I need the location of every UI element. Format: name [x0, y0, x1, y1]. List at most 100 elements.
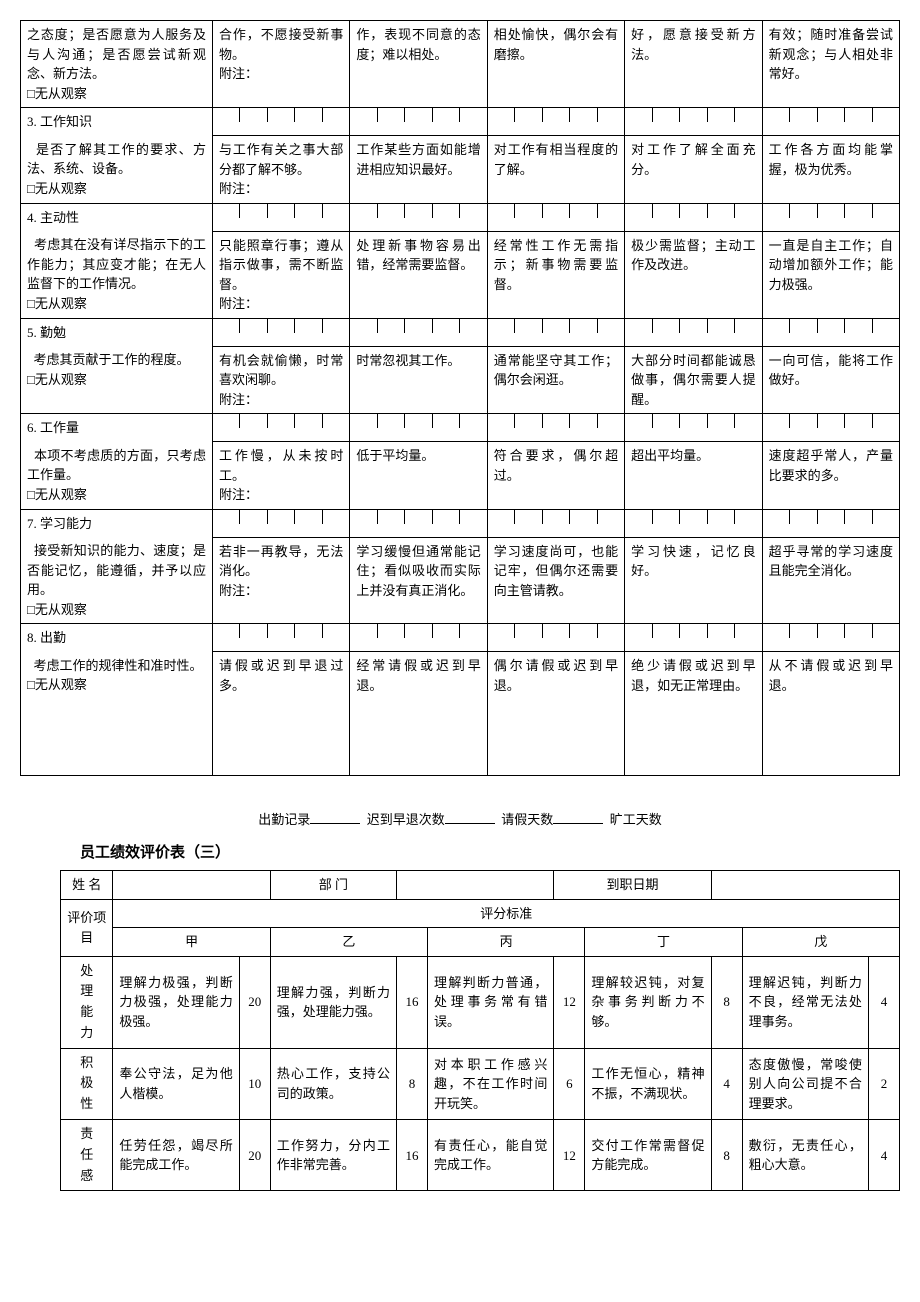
criterion-desc: 考虑其贡献于工作的程度。 □无从观察 [21, 346, 213, 414]
criterion-desc: 之态度；是否愿意为人服务及与人沟通；是否愿尝试新观念、新方法。 □无从观察 [21, 21, 213, 108]
date-value[interactable] [711, 871, 899, 900]
rating-boxes[interactable] [212, 318, 349, 346]
rating-boxes[interactable] [762, 318, 899, 346]
rating-boxes[interactable] [487, 318, 624, 346]
rating-boxes[interactable] [487, 509, 624, 537]
grade-desc: 任劳任怨，竭尽所能完成工作。 [113, 1120, 239, 1191]
rating-boxes[interactable] [487, 414, 624, 442]
criterion-number: 3. 工作知识 [21, 108, 213, 136]
rating-option: 相处愉快，偶尔会有磨擦。 [487, 21, 624, 108]
rating-option: 请假或迟到早退过多。 [212, 652, 349, 776]
rating-option: 有机会就偷懒，时常喜欢闲聊。 附注： [212, 346, 349, 414]
grade-header: 戊 [742, 928, 899, 957]
rating-boxes[interactable] [625, 624, 762, 652]
grade-desc: 工作努力，分内工作非常完善。 [270, 1120, 396, 1191]
rating-option: 经常请假或迟到早退。 [350, 652, 487, 776]
rating-boxes[interactable] [487, 203, 624, 231]
criterion-label: 处理能力 [61, 956, 113, 1048]
grade-score: 12 [554, 1120, 585, 1191]
grade-score: 4 [868, 956, 899, 1048]
rating-boxes[interactable] [487, 108, 624, 136]
rating-boxes[interactable] [212, 203, 349, 231]
criterion-number: 4. 主动性 [21, 203, 213, 231]
rating-option: 绝少请假或迟到早退，如无正常理由。 [625, 652, 762, 776]
date-label: 到职日期 [554, 871, 711, 900]
grade-header: 丁 [585, 928, 742, 957]
attendance-f2: 请假天数 [501, 812, 553, 827]
attendance-record: 出勤记录 迟到早退次数 请假天数 旷工天数 [20, 806, 900, 834]
rating-option: 通常能坚守其工作；偶尔会闲逛。 [487, 346, 624, 414]
grade-score: 4 [868, 1120, 899, 1191]
rating-option: 符合要求，偶尔超过。 [487, 442, 624, 510]
rating-option: 处理新事物容易出错，经常需要监督。 [350, 231, 487, 318]
rating-option: 低于平均量。 [350, 442, 487, 510]
rating-boxes[interactable] [762, 509, 899, 537]
rating-option: 若非一再教导，无法消化。 附注： [212, 537, 349, 624]
eval-form-3: 姓 名 部 门 到职日期 评价项目 评分标准 甲乙丙丁戊 处理能力理解力极强，判… [60, 870, 900, 1191]
criterion-label: 责任感 [61, 1120, 113, 1191]
rating-boxes[interactable] [487, 624, 624, 652]
criterion-desc: 接受新知识的能力、速度；是否能记忆，能遵循，并予以应用。 □无从观察 [21, 537, 213, 624]
rating-boxes[interactable] [350, 108, 487, 136]
eval-item-label: 评价项目 [61, 899, 113, 956]
grade-score: 8 [711, 956, 742, 1048]
form3-title: 员工绩效评价表（三） [80, 842, 900, 865]
criterion-desc: 考虑工作的规律性和准时性。 □无从观察 [21, 652, 213, 776]
grade-score: 6 [554, 1048, 585, 1119]
grade-score: 2 [868, 1048, 899, 1119]
grade-desc: 理解判断力普通，处理事务常有错误。 [428, 956, 554, 1048]
rating-option: 速度超乎常人，产量比要求的多。 [762, 442, 899, 510]
rating-boxes[interactable] [625, 108, 762, 136]
rating-option: 时常忽视其工作。 [350, 346, 487, 414]
rating-boxes[interactable] [625, 509, 762, 537]
rating-option: 与工作有关之事大部分都了解不够。 附注： [212, 136, 349, 204]
rating-boxes[interactable] [350, 318, 487, 346]
rating-boxes[interactable] [762, 203, 899, 231]
grade-desc: 有责任心，能自觉完成工作。 [428, 1120, 554, 1191]
dept-label: 部 门 [270, 871, 396, 900]
criterion-number: 8. 出勤 [21, 624, 213, 652]
rating-option: 从不请假或迟到早退。 [762, 652, 899, 776]
attendance-prefix: 出勤记录 [258, 812, 310, 827]
rating-boxes[interactable] [625, 318, 762, 346]
grade-desc: 理解较迟钝，对复杂事务判断力不够。 [585, 956, 711, 1048]
rating-boxes[interactable] [625, 414, 762, 442]
grade-desc: 理解力极强，判断力极强，处理能力极强。 [113, 956, 239, 1048]
grade-score: 20 [239, 1120, 270, 1191]
grade-desc: 对本职工作感兴趣，不在工作时间开玩笑。 [428, 1048, 554, 1119]
rating-boxes[interactable] [350, 203, 487, 231]
criterion-number: 5. 勤勉 [21, 318, 213, 346]
criterion-desc: 本项不考虑质的方面，只考虑工作量。 □无从观察 [21, 442, 213, 510]
rating-option: 工作各方面均能掌握，极为优秀。 [762, 136, 899, 204]
grade-desc: 热心工作，支持公司的政策。 [270, 1048, 396, 1119]
criterion-desc: 是否了解其工作的要求、方法、系统、设备。 □无从观察 [21, 136, 213, 204]
rating-boxes[interactable] [762, 108, 899, 136]
rating-boxes[interactable] [212, 624, 349, 652]
rating-boxes[interactable] [625, 203, 762, 231]
grade-header: 丙 [428, 928, 585, 957]
grade-score: 8 [711, 1120, 742, 1191]
rating-boxes[interactable] [350, 624, 487, 652]
grade-desc: 奉公守法，足为他人楷模。 [113, 1048, 239, 1119]
rating-boxes[interactable] [350, 509, 487, 537]
grade-score: 12 [554, 956, 585, 1048]
rating-option: 学习缓慢但通常能记住；看似吸收而实际上并没有真正消化。 [350, 537, 487, 624]
rating-boxes[interactable] [350, 414, 487, 442]
rating-boxes[interactable] [212, 414, 349, 442]
rating-option: 合作，不愿接受新事物。 附注： [212, 21, 349, 108]
rating-boxes[interactable] [762, 414, 899, 442]
rating-option: 偶尔请假或迟到早退。 [487, 652, 624, 776]
grade-desc: 态度傲慢，常唆使别人向公司提不合理要求。 [742, 1048, 868, 1119]
rating-option: 大部分时间都能诚恳做事，偶尔需要人提醒。 [625, 346, 762, 414]
grade-desc: 敷衍，无责任心，粗心大意。 [742, 1120, 868, 1191]
rating-option: 作，表现不同意的态度；难以相处。 [350, 21, 487, 108]
criterion-desc: 考虑其在没有详尽指示下的工作能力；其应变才能；在无人监督下的工作情况。 □无从观… [21, 231, 213, 318]
grade-score: 10 [239, 1048, 270, 1119]
rating-boxes[interactable] [212, 108, 349, 136]
rating-boxes[interactable] [762, 624, 899, 652]
dept-value[interactable] [397, 871, 554, 900]
attendance-f1: 迟到早退次数 [367, 812, 445, 827]
rating-boxes[interactable] [212, 509, 349, 537]
name-value[interactable] [113, 871, 270, 900]
grade-desc: 交付工作常需督促方能完成。 [585, 1120, 711, 1191]
